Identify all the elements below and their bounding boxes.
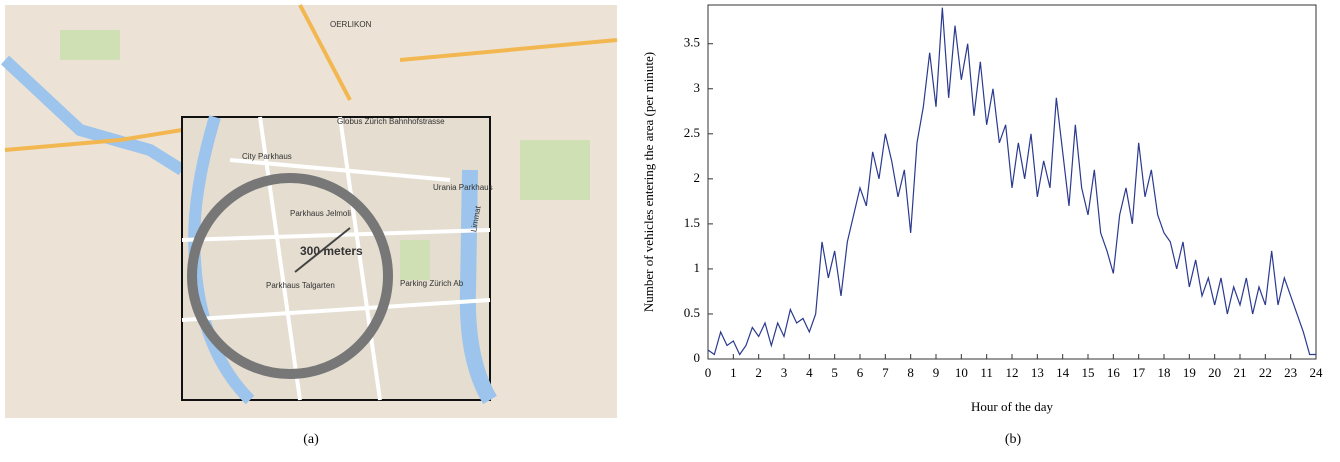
place-label: Globus Zürich Bahnhofstrasse — [337, 117, 445, 126]
caption: (b) — [1005, 432, 1022, 447]
x-tick-label: 19 — [1183, 365, 1196, 380]
x-tick-label: 14 — [1056, 365, 1070, 380]
y-tick-label: 2 — [694, 170, 701, 185]
x-tick-label: 6 — [857, 365, 864, 380]
park — [520, 140, 590, 200]
x-axis-label: Hour of the day — [971, 399, 1053, 414]
data-line — [708, 8, 1316, 355]
radius-label: 300 meters — [300, 244, 363, 258]
y-tick-label: 0.5 — [684, 305, 700, 320]
caption: (a) — [303, 432, 319, 447]
x-tick-label: 12 — [1006, 365, 1019, 380]
x-tick-label: 15 — [1082, 365, 1095, 380]
x-tick-label: 7 — [882, 365, 889, 380]
x-tick-label: 21 — [1234, 365, 1247, 380]
x-tick-label: 10 — [955, 365, 968, 380]
park — [400, 240, 430, 280]
x-tick-label: 13 — [1031, 365, 1044, 380]
place-label: Parkhaus Jelmoli — [290, 209, 351, 218]
place-label: Parking Zürich Ab — [400, 279, 464, 288]
page: {"chart_data": {"type": "line", "x_label… — [0, 0, 1340, 462]
y-tick-label: 2.5 — [684, 125, 700, 140]
map: 300 meters City Parkhaus Parkhaus Jelmol… — [5, 5, 617, 418]
x-tick-label: 24 — [1310, 365, 1324, 380]
place-label: City Parkhaus — [242, 152, 292, 161]
x-tick-label: 1 — [730, 365, 737, 380]
place-label: OERLIKON — [330, 20, 372, 29]
x-tick-label: 11 — [980, 365, 993, 380]
x-tick-label: 5 — [831, 365, 838, 380]
y-tick-label: 0 — [694, 350, 701, 365]
x-tick-label: 9 — [933, 365, 940, 380]
x-tick-label: 17 — [1132, 365, 1146, 380]
x-tick-label: 18 — [1158, 365, 1171, 380]
x-tick-label: 2 — [755, 365, 762, 380]
y-tick-label: 3 — [694, 80, 701, 95]
x-tick-label: 16 — [1107, 365, 1121, 380]
y-tick-label: 1.5 — [684, 215, 700, 230]
x-tick-label: 22 — [1259, 365, 1272, 380]
y-tick-label: 3.5 — [684, 35, 700, 50]
place-label: Parkhaus Talgarten — [266, 281, 335, 290]
x-tick-label: 3 — [781, 365, 788, 380]
x-tick-label: 8 — [907, 365, 914, 380]
x-tick-label: 4 — [806, 365, 813, 380]
x-tick-label: 0 — [705, 365, 712, 380]
x-tick-label: 20 — [1208, 365, 1221, 380]
y-tick-label: 1 — [694, 260, 701, 275]
y-axis-label: Number of vehicles entering the area (pe… — [641, 52, 656, 312]
figure: 300 meters City Parkhaus Parkhaus Jelmol… — [0, 0, 1340, 457]
place-label: Urania Parkhaus — [433, 183, 493, 192]
park — [60, 30, 120, 60]
x-tick-label: 23 — [1284, 365, 1297, 380]
